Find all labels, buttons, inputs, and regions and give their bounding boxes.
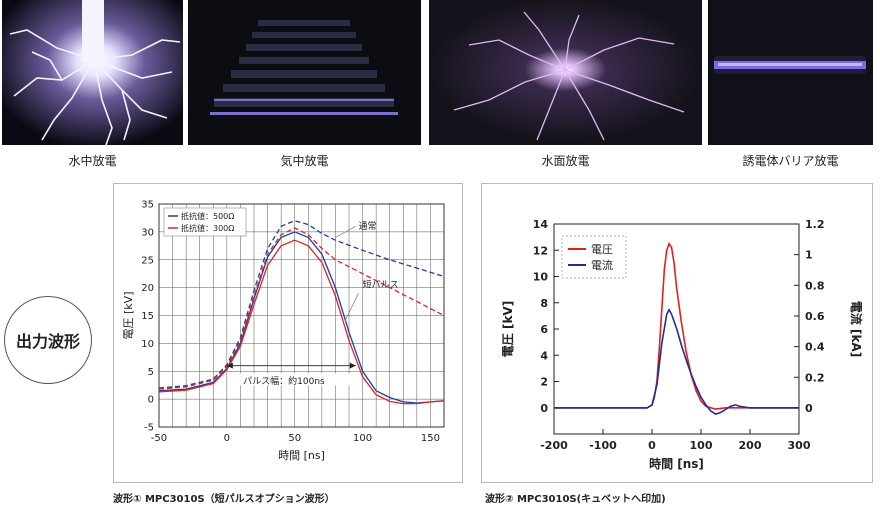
annotation-label: 短パルス bbox=[363, 279, 399, 291]
y2-axis-label: 電流 [kA] bbox=[849, 301, 864, 357]
y-tick-label: 15 bbox=[141, 311, 154, 322]
x-tick-label: 200 bbox=[739, 439, 762, 452]
waveform-note-2: 波形② MPC3010S(キュベットへ印加) bbox=[485, 494, 666, 505]
arrow-head-right bbox=[349, 362, 356, 369]
series-line bbox=[158, 227, 445, 390]
legend-label: 抵抗値：500Ω bbox=[181, 211, 234, 221]
y-axis-label: 電圧 [kV] bbox=[501, 301, 515, 357]
legend-label: 抵抗値：300Ω bbox=[181, 223, 234, 233]
photo-caption-4: 誘電体バリア放電 bbox=[742, 154, 839, 168]
y-tick-label: 35 bbox=[141, 200, 154, 211]
x-tick-label: 50 bbox=[288, 433, 301, 444]
y-tick-label: 2 bbox=[540, 376, 548, 389]
y-tick-label: 30 bbox=[141, 227, 154, 238]
y-tick-label: 8 bbox=[540, 297, 548, 310]
x-tick-label: -200 bbox=[540, 439, 568, 452]
annotation-leader bbox=[344, 293, 359, 322]
y-axis-label: 電圧 [kV] bbox=[122, 292, 135, 340]
y2-tick-label: 1 bbox=[805, 249, 813, 262]
annotation-bg bbox=[237, 373, 356, 386]
x-tick-label: 300 bbox=[788, 439, 811, 452]
series-line bbox=[158, 231, 445, 404]
y-tick-label: 5 bbox=[148, 367, 154, 378]
y-tick-label: 20 bbox=[141, 283, 154, 294]
annotation-leader bbox=[335, 225, 356, 238]
photo-caption-2: 気中放電 bbox=[280, 154, 329, 168]
waveform-chart-2: -200 -100 0 100 200 300 0 2 4 6 8 10 12 14 0 0.2 0.4 0.6 0… bbox=[501, 218, 864, 471]
x-tick-label: -50 bbox=[151, 433, 167, 444]
y-tick-label: 6 bbox=[540, 323, 548, 336]
x-tick-label: -100 bbox=[589, 439, 617, 452]
photo-caption-1: 水中放電 bbox=[68, 154, 117, 168]
y2-tick-label: 0 bbox=[805, 402, 813, 415]
waveform-chart-1-panel: -50 0 50 100 150 -5 0 5 10 15 20 25 30 35 時間 [ns] 電圧 [k… bbox=[113, 183, 463, 483]
y2-tick-label: 0.6 bbox=[805, 310, 825, 323]
y2-tick-label: 0.8 bbox=[805, 279, 825, 292]
x-axis-label: 時間 [ns] bbox=[649, 456, 704, 471]
legend-label: 電圧 bbox=[591, 243, 613, 256]
y-tick-label: 4 bbox=[540, 349, 548, 362]
waveform-chart-2-panel: -200 -100 0 100 200 300 0 2 4 6 8 10 12 14 0 0.2 0.4 0.6 0… bbox=[481, 183, 873, 483]
water-surface-discharge-photo bbox=[429, 0, 702, 145]
series-line bbox=[554, 308, 799, 415]
y-tick-label: 12 bbox=[533, 244, 548, 257]
y2-tick-label: 0.4 bbox=[805, 341, 825, 354]
y-tick-label: 25 bbox=[141, 255, 154, 266]
dielectric-barrier-discharge-photo bbox=[708, 0, 873, 145]
x-tick-label: 0 bbox=[224, 433, 230, 444]
underwater-discharge-photo bbox=[2, 0, 183, 145]
y2-tick-label: 0.2 bbox=[805, 371, 825, 384]
legend-label: 電流 bbox=[591, 258, 613, 272]
y2-tick-label: 1.2 bbox=[805, 218, 825, 231]
y-tick-label: 14 bbox=[533, 218, 549, 231]
y-tick-label: 0 bbox=[540, 402, 548, 415]
waveform-note-1: 波形① MPC3010S（短パルスオプション波形） bbox=[113, 494, 335, 505]
y-tick-label: 10 bbox=[141, 339, 154, 350]
x-tick-label: 150 bbox=[421, 433, 440, 444]
legend-box bbox=[561, 235, 627, 279]
y-tick-label: -5 bbox=[144, 423, 154, 434]
series-line bbox=[158, 220, 445, 389]
air-discharge-photo bbox=[188, 0, 421, 145]
plot-frame bbox=[158, 203, 445, 428]
legend-box bbox=[163, 207, 247, 237]
annotation-label: 通常 bbox=[359, 220, 377, 232]
x-axis-label: 時間 [ns] bbox=[278, 449, 325, 462]
x-tick-label: 100 bbox=[690, 439, 713, 452]
photo-caption-3: 水面放電 bbox=[541, 154, 590, 168]
annotation-label: パルス幅：約100ns bbox=[243, 375, 325, 387]
x-tick-label: 0 bbox=[648, 439, 656, 452]
x-tick-label: 100 bbox=[353, 433, 372, 444]
y-tick-label: 10 bbox=[533, 271, 549, 284]
arrow-head-left bbox=[226, 362, 233, 369]
output-waveform-badge: 出力波形 bbox=[4, 296, 92, 384]
y-tick-label: 0 bbox=[148, 395, 154, 406]
